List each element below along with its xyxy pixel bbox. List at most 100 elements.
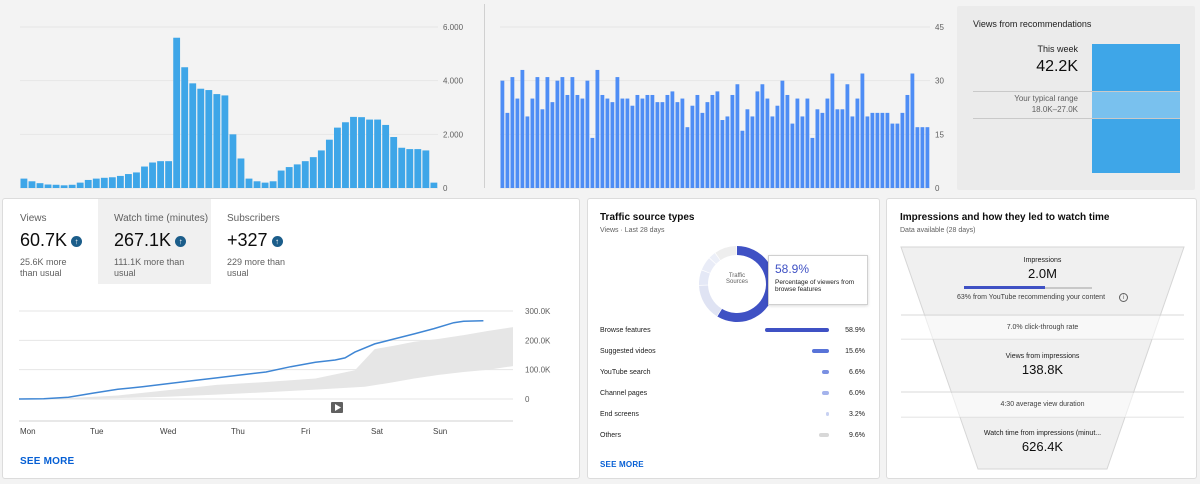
subs-chart-bar[interactable] <box>525 116 530 188</box>
views-chart-bar[interactable] <box>261 182 269 188</box>
views-chart-bar[interactable] <box>60 185 68 188</box>
subs-chart-bar[interactable] <box>785 94 790 188</box>
subs-chart-bar[interactable] <box>640 98 645 188</box>
views-chart-bar[interactable] <box>277 170 285 188</box>
subs-chart-bar[interactable] <box>745 109 750 188</box>
subs-chart-bar[interactable] <box>730 94 735 188</box>
see-more-button[interactable]: SEE MORE <box>20 456 75 467</box>
subs-chart-bar[interactable] <box>875 112 880 188</box>
subs-chart-bar[interactable] <box>645 94 650 188</box>
views-chart-bar[interactable] <box>181 67 189 188</box>
subs-chart-bar[interactable] <box>675 102 680 188</box>
views-chart-bar[interactable] <box>149 162 156 188</box>
subs-chart-bar[interactable] <box>860 73 865 188</box>
subs-chart-bar[interactable] <box>725 116 730 188</box>
donut-slice[interactable] <box>699 285 722 317</box>
subs-chart-bar[interactable] <box>770 116 775 188</box>
subs-chart-bar[interactable] <box>570 77 575 188</box>
traffic-source-row[interactable]: End screens 3.2% <box>600 411 865 432</box>
views-chart-bar[interactable] <box>221 95 229 188</box>
subs-chart-bar[interactable] <box>765 98 770 188</box>
subs-chart-bar[interactable] <box>805 98 810 188</box>
views-chart-bar[interactable] <box>422 150 430 188</box>
views-chart-bar[interactable] <box>197 88 205 188</box>
subs-chart-bar[interactable] <box>735 84 740 188</box>
subs-chart-bar[interactable] <box>660 102 665 188</box>
subs-chart-bar[interactable] <box>905 94 910 188</box>
views-chart-bar[interactable] <box>133 172 140 188</box>
subs-chart-bar[interactable] <box>620 98 625 188</box>
subs-chart-bar[interactable] <box>820 112 825 188</box>
subs-chart-bar[interactable] <box>500 80 505 188</box>
views-chart-bar[interactable] <box>229 134 237 188</box>
views-chart-bar[interactable] <box>350 116 357 188</box>
views-chart-bar[interactable] <box>157 161 164 188</box>
metric-tab-views[interactable]: Views 60.7K ↑ 25.6K more than usual <box>3 199 98 284</box>
subs-chart-bar[interactable] <box>560 77 565 188</box>
subs-chart-bar[interactable] <box>520 69 525 188</box>
subs-chart-bar[interactable] <box>920 127 925 188</box>
subs-chart-bar[interactable] <box>590 137 595 188</box>
subs-chart-bar[interactable] <box>580 98 585 188</box>
subs-chart-bar[interactable] <box>850 116 855 188</box>
subs-chart-bar[interactable] <box>535 77 540 188</box>
subs-chart-bar[interactable] <box>750 116 755 188</box>
views-chart-bar[interactable] <box>141 166 148 188</box>
views-chart-bar[interactable] <box>36 183 44 188</box>
subs-chart-bar[interactable] <box>610 102 615 188</box>
traffic-source-row[interactable]: Browse features 58.9% <box>600 327 865 348</box>
subs-chart-bar[interactable] <box>925 127 930 188</box>
subs-chart-bar[interactable] <box>830 73 835 188</box>
views-chart-bar[interactable] <box>430 182 438 188</box>
views-chart-bar[interactable] <box>44 184 52 188</box>
views-chart-bar[interactable] <box>173 37 181 188</box>
subs-chart-bar[interactable] <box>815 109 820 188</box>
subs-chart-bar[interactable] <box>890 123 895 188</box>
subs-chart-bar[interactable] <box>775 105 780 188</box>
views-chart-bar[interactable] <box>293 164 301 188</box>
info-icon[interactable]: i <box>1118 293 1128 302</box>
views-chart-bar[interactable] <box>317 150 325 188</box>
views-chart-bar[interactable] <box>189 83 197 188</box>
views-chart-bar[interactable] <box>390 137 398 188</box>
subs-chart-bar[interactable] <box>575 94 580 188</box>
views-chart-bar[interactable] <box>125 174 132 188</box>
views-chart-bar[interactable] <box>358 117 365 188</box>
subs-chart-bar[interactable] <box>600 94 605 188</box>
subs-chart-bar[interactable] <box>550 102 555 188</box>
donut-slice[interactable] <box>701 258 716 274</box>
subs-chart-bar[interactable] <box>810 137 815 188</box>
views-chart-bar[interactable] <box>237 158 245 188</box>
views-chart-bar[interactable] <box>165 161 173 188</box>
views-chart-bar[interactable] <box>309 157 317 188</box>
subs-chart-bar[interactable] <box>630 105 635 188</box>
subs-chart-bar[interactable] <box>865 116 870 188</box>
traffic-source-row[interactable]: Suggested videos 15.6% <box>600 348 865 369</box>
subs-chart-bar[interactable] <box>690 105 695 188</box>
subs-chart-bar[interactable] <box>530 98 535 188</box>
subs-chart-bar[interactable] <box>900 112 905 188</box>
traffic-see-more-button[interactable]: SEE MORE <box>600 460 644 469</box>
subs-chart-bar[interactable] <box>740 130 745 188</box>
views-chart-bar[interactable] <box>92 178 100 188</box>
views-chart-bar[interactable] <box>205 90 213 188</box>
subs-chart-bar[interactable] <box>880 112 885 188</box>
donut-slice[interactable] <box>699 270 710 286</box>
views-chart-bar[interactable] <box>382 124 390 188</box>
views-chart-bar[interactable] <box>414 149 422 188</box>
donut-slice[interactable] <box>709 253 721 264</box>
subs-chart-bar[interactable] <box>670 91 675 188</box>
subs-chart-bar[interactable] <box>510 77 515 188</box>
subs-chart-bar[interactable] <box>795 98 800 188</box>
subs-chart-bar[interactable] <box>915 127 920 188</box>
subs-chart-bar[interactable] <box>695 94 700 188</box>
views-chart-bar[interactable] <box>334 127 341 188</box>
views-chart-bar[interactable] <box>68 184 76 188</box>
views-chart-bar[interactable] <box>269 181 277 188</box>
subs-chart-bar[interactable] <box>605 98 610 188</box>
donut-slice[interactable] <box>717 246 775 322</box>
subs-chart-bar[interactable] <box>655 102 660 188</box>
views-chart-bar[interactable] <box>398 147 406 188</box>
views-chart-bar[interactable] <box>325 139 333 188</box>
subs-chart-bar[interactable] <box>910 73 915 188</box>
